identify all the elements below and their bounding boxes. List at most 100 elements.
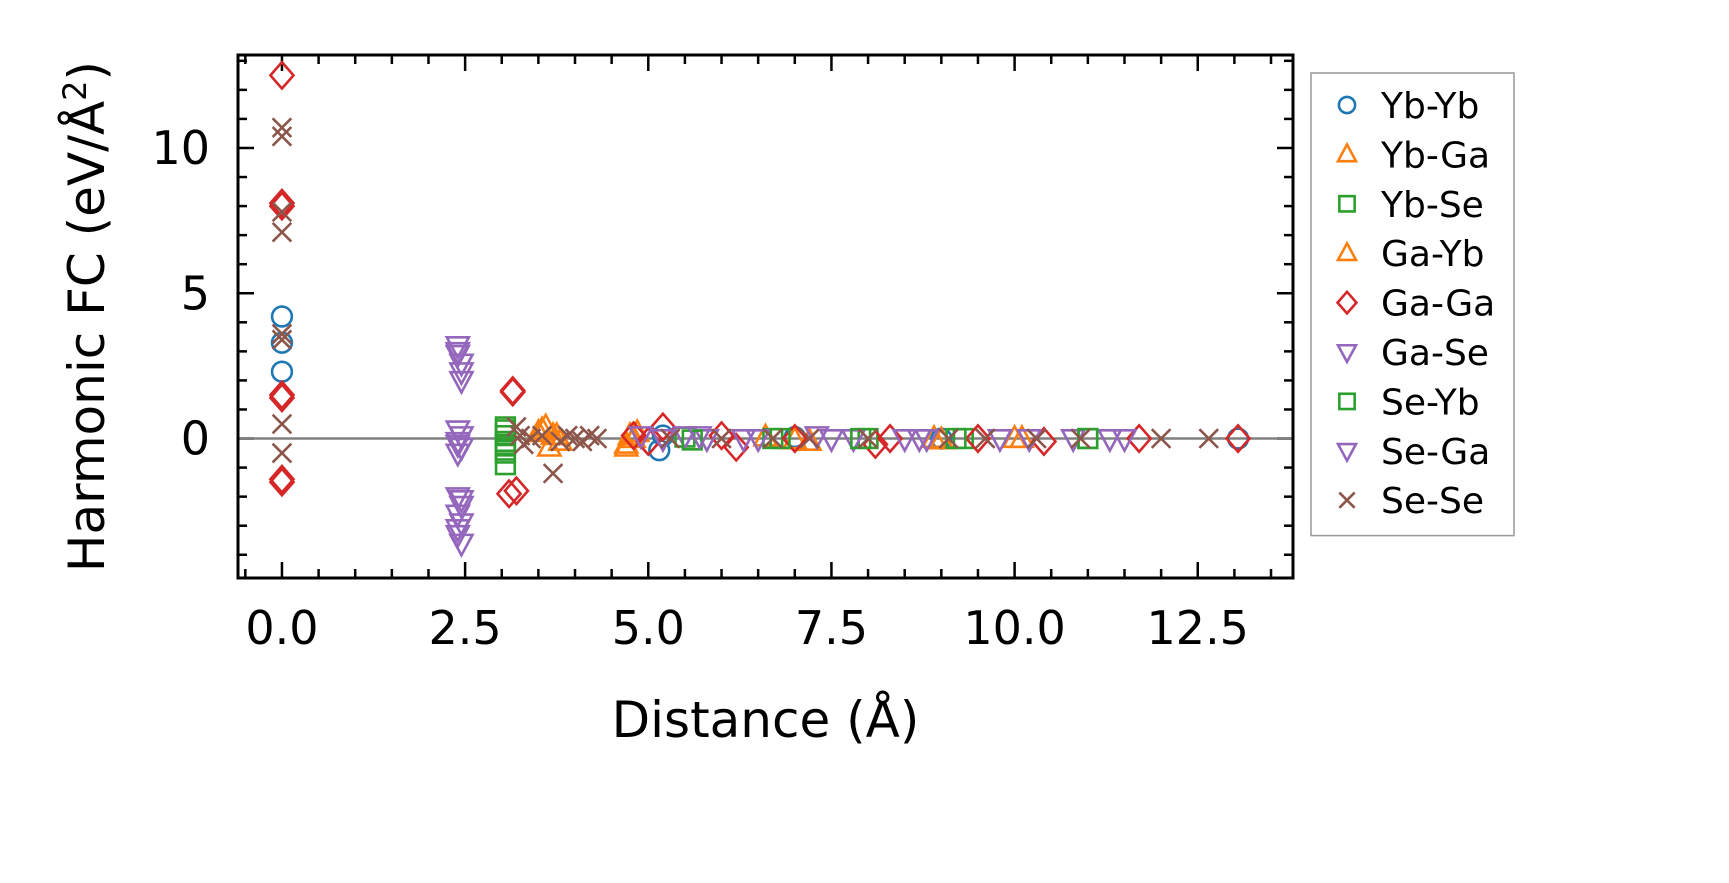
legend-marker — [1338, 491, 1356, 509]
data-point — [781, 423, 809, 454]
data-point — [671, 426, 699, 451]
data-point — [268, 60, 296, 91]
x-tick-label: 10.0 — [963, 601, 1065, 655]
data-point — [268, 188, 296, 219]
y-axis-label-close: ) — [58, 61, 116, 81]
x-tick-label: 2.5 — [429, 601, 502, 655]
data-point — [586, 428, 608, 449]
data-point — [499, 375, 527, 406]
legend-label: Se-Se — [1381, 481, 1484, 522]
data-point — [271, 442, 293, 464]
legend-marker — [1335, 289, 1359, 316]
data-point — [945, 427, 967, 450]
legend-marker — [1335, 141, 1359, 163]
legend-item: Yb-Yb — [1337, 86, 1479, 127]
data-point — [891, 428, 918, 454]
data-point — [730, 428, 757, 454]
data-point — [494, 439, 517, 461]
data-point — [270, 360, 294, 383]
data-point — [271, 323, 293, 345]
data-point — [620, 420, 647, 451]
legend-item: Yb-Se — [1338, 185, 1484, 226]
data-point — [722, 432, 750, 463]
data-point — [270, 305, 294, 328]
data-point — [906, 428, 933, 454]
data-point — [762, 428, 784, 449]
legend-label: Se-Ga — [1381, 432, 1490, 473]
data-point — [1001, 423, 1028, 449]
legend-label: Ga-Yb — [1381, 234, 1485, 275]
legend-item: Se-Se — [1338, 481, 1484, 522]
legend-label: Yb-Se — [1380, 185, 1484, 226]
x-tick-label: 12.5 — [1147, 601, 1249, 655]
data-point — [850, 427, 872, 450]
data-point — [268, 379, 296, 411]
legend-item: Ga-Ga — [1335, 284, 1495, 325]
x-tick-labels: 0.0 2.5 5.0 7.5 10.0 12.5 — [245, 601, 1249, 655]
data-point — [659, 428, 681, 449]
data-point — [799, 428, 820, 449]
data-point — [528, 414, 556, 440]
data-point — [964, 423, 992, 454]
data-point — [1096, 428, 1124, 454]
data-point — [448, 489, 475, 515]
data-point — [920, 423, 948, 449]
x-tick-label: 5.0 — [612, 601, 685, 655]
data-point — [1026, 428, 1047, 449]
data-point — [818, 428, 845, 454]
data-point — [1070, 428, 1091, 449]
data-point — [986, 428, 1014, 454]
data-point — [686, 426, 713, 451]
y-tick-label: 0 — [181, 412, 210, 466]
legend-label: Yb-Ga — [1380, 135, 1490, 176]
legend-item: Se-Ga — [1335, 432, 1490, 473]
x-tick-label: 7.5 — [795, 601, 868, 655]
data-point — [649, 411, 677, 443]
data-point — [271, 329, 293, 351]
data-point — [1111, 428, 1138, 454]
legend-marker — [1338, 392, 1356, 411]
series-se-ga — [444, 341, 1138, 544]
data-point — [444, 443, 471, 468]
data-point — [627, 426, 655, 451]
series-ga-ga — [268, 60, 1252, 509]
data-point — [1198, 428, 1220, 449]
y-tick-labels: 0 5 10 — [151, 121, 210, 466]
data-point — [271, 221, 293, 243]
data-point — [271, 126, 293, 147]
data-point — [499, 376, 527, 408]
legend-label: Yb-Yb — [1380, 86, 1479, 127]
legend-label: Se-Yb — [1381, 382, 1480, 423]
data-point — [711, 428, 732, 449]
y-tick-label: 10 — [151, 121, 210, 175]
x-axis-label: Distance (Å) — [612, 691, 920, 749]
data-point — [495, 478, 523, 509]
series-se-se — [271, 117, 1220, 484]
data-point — [1077, 427, 1099, 450]
legend-marker — [1337, 95, 1357, 115]
data-point — [444, 341, 471, 367]
legend-marker — [1335, 343, 1359, 365]
data-point — [268, 464, 296, 495]
data-point — [444, 519, 471, 544]
plot-frame — [236, 53, 1295, 580]
data-point — [268, 382, 296, 414]
y-axis-label: Harmonic FC (eV/Å2) — [56, 61, 116, 572]
data-point — [681, 429, 703, 451]
data-point — [744, 428, 772, 454]
legend-marker — [1335, 240, 1359, 262]
data-point — [444, 434, 471, 460]
data-point — [531, 425, 553, 446]
data-point — [1224, 423, 1252, 454]
legend-label: Ga-Ga — [1381, 284, 1495, 325]
data-point — [1150, 428, 1172, 449]
y-tick-label: 5 — [181, 266, 210, 320]
data-point — [769, 427, 791, 450]
data-point — [876, 423, 904, 454]
data-point — [268, 190, 296, 222]
data-point — [542, 463, 564, 484]
legend-item: Yb-Ga — [1335, 135, 1490, 176]
data-points — [268, 60, 1252, 558]
data-point — [271, 413, 293, 435]
